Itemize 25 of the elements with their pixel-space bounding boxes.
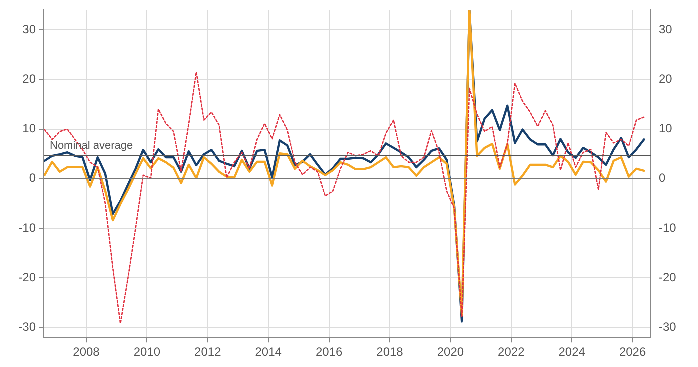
x-tick-label: 2024 (558, 345, 586, 360)
y2-tick-label: 0 (659, 171, 666, 186)
x-tick-label: 2016 (316, 345, 343, 360)
y-tick-label: 10 (22, 122, 36, 136)
line-series (44, 72, 645, 324)
x-tick-label: 2022 (498, 345, 526, 360)
x-tick-label: 2020 (437, 345, 464, 360)
y-tick-label: 0 (29, 171, 36, 186)
y2-tick-label: -20 (659, 270, 677, 284)
y2-tick-label: 10 (659, 122, 673, 136)
y2-tick-label: -30 (659, 320, 677, 334)
x-tick-label: 2014 (255, 345, 282, 360)
x-tick-label: 2018 (376, 345, 404, 360)
y-tick-label: 30 (22, 22, 36, 36)
x-tick-label: 2026 (619, 345, 646, 360)
y-tick-label: 20 (22, 72, 36, 86)
y2-tick-label: 20 (659, 72, 673, 86)
y-tick-label: -20 (18, 270, 36, 284)
y2-tick-label: 30 (659, 22, 673, 36)
y-tick-label: -30 (18, 320, 36, 334)
x-tick-label: 2008 (73, 345, 100, 360)
y-tick-label: -10 (18, 220, 36, 235)
y2-tick-label: -10 (659, 220, 677, 235)
x-tick-label: 2012 (194, 345, 222, 360)
x-tick-label: 2010 (134, 345, 161, 360)
